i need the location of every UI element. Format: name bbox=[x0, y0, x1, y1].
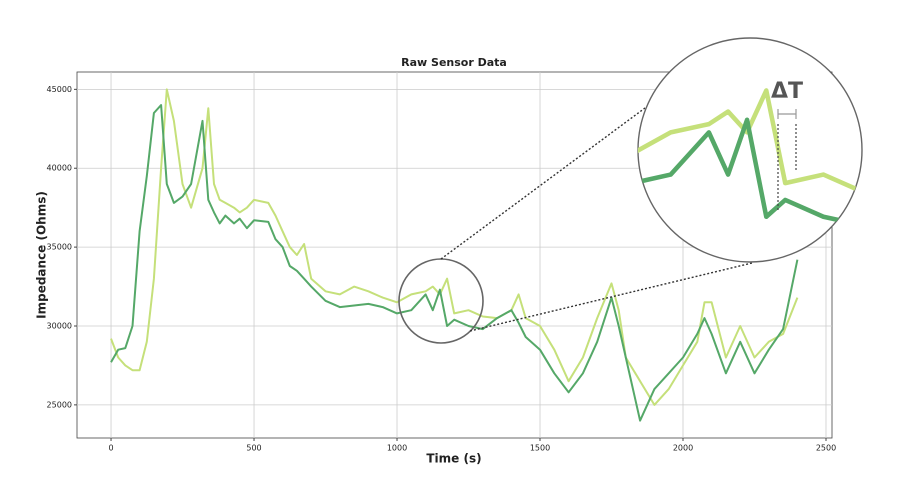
series-line bbox=[110, 88, 799, 406]
x-axis-label: Time (s) bbox=[426, 452, 481, 466]
annotation: ΔT bbox=[771, 79, 803, 104]
x-tick-label: 2500 bbox=[816, 444, 836, 453]
x-tick-label: 1500 bbox=[530, 444, 550, 453]
x-tick-label: 2000 bbox=[673, 444, 693, 453]
inset-circle bbox=[637, 37, 863, 263]
x-tick-label: 0 bbox=[108, 444, 113, 453]
y-tick-label: 30000 bbox=[47, 321, 72, 330]
series-line bbox=[110, 104, 799, 422]
x-tick-label: 500 bbox=[246, 444, 261, 453]
lines bbox=[110, 88, 799, 422]
y-tick-label: 40000 bbox=[47, 164, 72, 173]
connector bbox=[469, 262, 753, 332]
chart-title: Raw Sensor Data bbox=[401, 56, 507, 69]
y-tick-label: 25000 bbox=[47, 400, 72, 409]
y-tick-label: 45000 bbox=[47, 85, 72, 94]
y-tick-label: 35000 bbox=[47, 243, 72, 252]
y-axis-label: Impedance (Ohms) bbox=[35, 191, 49, 319]
x-tick-label: 1000 bbox=[387, 444, 407, 453]
